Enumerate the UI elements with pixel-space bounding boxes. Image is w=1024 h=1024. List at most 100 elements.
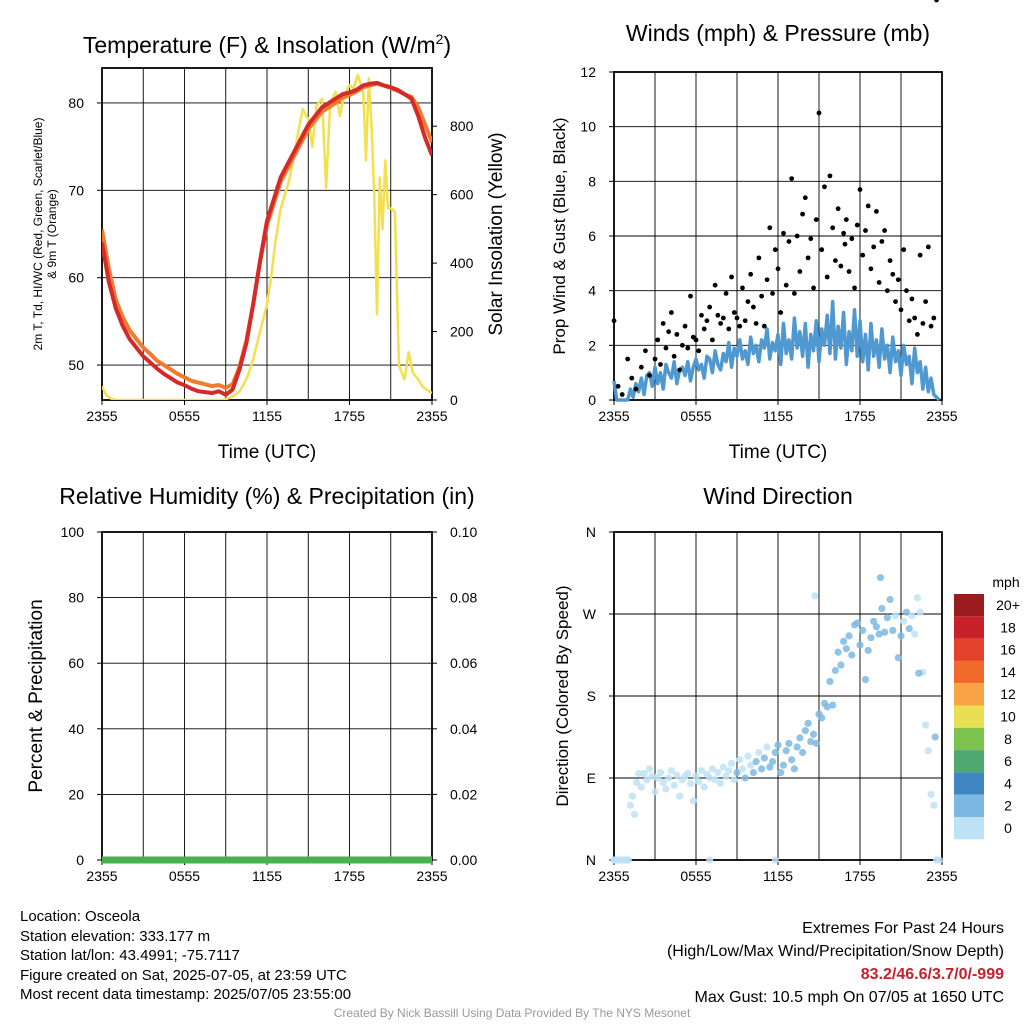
y-tick-label: 40 — [68, 721, 84, 737]
gust-point — [731, 310, 737, 315]
y-tick-label: S — [587, 688, 596, 704]
y2-tick-label: 0.10 — [450, 524, 477, 540]
gust-point — [909, 296, 915, 302]
gust-point — [633, 386, 639, 392]
direction-point — [719, 763, 727, 771]
title-part: ) — [443, 32, 451, 58]
y-tick-label: 20 — [68, 786, 84, 802]
gust-point — [813, 217, 819, 223]
gust-point — [931, 315, 937, 321]
gust-point — [794, 233, 800, 239]
gust-point — [748, 271, 754, 277]
gust-point — [923, 299, 928, 304]
direction-point — [656, 768, 665, 777]
x-tick-label: 2355 — [598, 868, 629, 884]
y-tick-label: 80 — [68, 590, 84, 606]
gust-point — [693, 337, 699, 343]
gust-point — [775, 266, 781, 272]
direction-point — [875, 630, 883, 638]
direction-point — [692, 772, 700, 780]
direction-point — [670, 781, 678, 789]
gust-point — [615, 383, 621, 389]
x-tick-label: 1755 — [334, 868, 365, 884]
gust-point — [699, 312, 704, 318]
extremes-values: 83.2/46.6/3.7/0/-999 — [860, 966, 1004, 983]
max-gust-text: Max Gust: 10.5 mph On 07/05 at 1650 UTC — [694, 989, 1005, 1006]
gust-point — [655, 337, 661, 343]
direction-point — [883, 614, 891, 622]
colorbar-label: 14 — [1000, 664, 1016, 680]
direction-point — [662, 785, 670, 793]
direction-point — [640, 769, 648, 778]
colorbar-label: 10 — [1000, 709, 1016, 725]
gust-point — [619, 392, 625, 397]
gust-point — [786, 239, 792, 244]
gust-point — [669, 310, 674, 315]
gust-point — [696, 348, 702, 354]
colorbar-swatch — [954, 683, 984, 706]
gust-point — [704, 318, 710, 324]
gust-point — [663, 345, 669, 351]
gust-point — [884, 288, 890, 294]
gust-point — [720, 315, 726, 321]
gust-point — [827, 173, 833, 179]
y-tick-label: 10 — [580, 119, 596, 135]
x-tick-label: 2355 — [86, 868, 117, 884]
direction-point — [752, 758, 760, 766]
y-tick-label: 100 — [61, 524, 85, 540]
x-tick-label: 2355 — [598, 408, 629, 424]
direction-point — [686, 779, 695, 788]
direction-point — [741, 774, 749, 782]
elevation-text: Station elevation: 333.177 m — [20, 927, 211, 945]
direction-point — [648, 772, 656, 780]
gust-point — [638, 364, 644, 370]
colorbar-swatch — [954, 750, 984, 773]
direction-point — [788, 756, 796, 764]
direction-point — [930, 801, 938, 809]
direction-point — [689, 797, 697, 805]
direction-point — [717, 779, 725, 788]
direction-point — [935, 856, 943, 864]
gust-point — [647, 373, 652, 378]
gust-point — [835, 206, 841, 212]
direction-point — [766, 763, 774, 771]
y-axis-label: Prop Wind & Gust (Blue, Black) — [550, 117, 569, 354]
panel-1: 2355 0555 1155 1755 235550607080020040060080… — [31, 31, 507, 463]
gust-point — [898, 307, 904, 313]
direction-point — [793, 743, 801, 751]
gust-point — [865, 203, 871, 209]
y2-tick-label: 600 — [450, 187, 474, 203]
y-tick-label: 60 — [68, 655, 84, 671]
y-tick-label: 2 — [588, 337, 596, 353]
gust-point — [712, 282, 718, 288]
x-tick-label: 2355 — [86, 408, 117, 424]
gust-point — [868, 266, 874, 272]
gust-point — [857, 187, 863, 192]
y2-tick-label: 0 — [450, 392, 458, 408]
gust-point — [764, 277, 770, 283]
direction-point — [659, 778, 667, 787]
gust-point — [854, 222, 860, 228]
panel-title: Winds (mph) & Pressure (mb) — [626, 20, 930, 46]
y2-tick-label: 200 — [450, 324, 474, 340]
direction-point — [722, 772, 730, 780]
gust-point — [767, 225, 773, 231]
gust-point — [849, 236, 855, 242]
gust-point — [833, 258, 838, 263]
direction-point — [845, 632, 853, 640]
gust-point — [726, 326, 732, 332]
direction-point — [897, 632, 905, 640]
extremes-title: Extremes For Past 24 Hours — [802, 920, 1004, 937]
gust-point — [904, 288, 909, 294]
direction-point — [782, 747, 790, 755]
x-tick-label: 1155 — [763, 408, 793, 424]
direction-point — [774, 741, 782, 749]
y2-tick-label: 0.02 — [450, 786, 477, 802]
x-tick-label: 1755 — [844, 868, 875, 884]
gust-point — [781, 230, 786, 236]
gust-point — [715, 312, 721, 318]
gust-point — [682, 323, 688, 329]
x-tick-label: 0555 — [680, 868, 711, 884]
